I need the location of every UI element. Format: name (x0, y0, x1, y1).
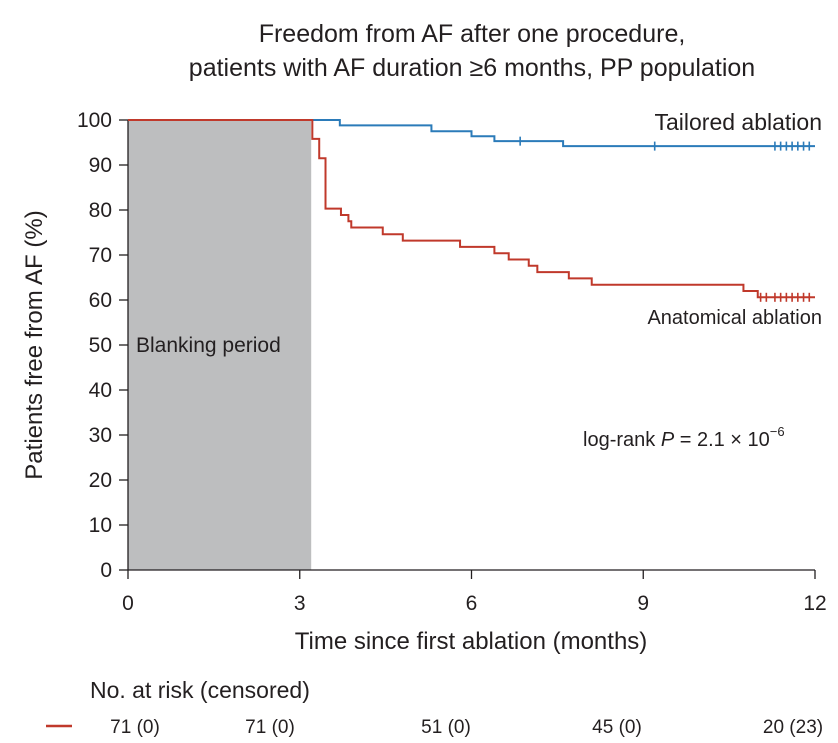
axes: 0 10 20 30 40 50 60 70 80 90 100 0 3 6 9 12 (77, 109, 827, 615)
annotation-exponent: −6 (770, 424, 785, 439)
y-tick-label: 40 (89, 379, 112, 402)
y-tick-label: 80 (89, 199, 112, 222)
x-tick-label: 9 (637, 592, 649, 615)
x-tick-label: 6 (466, 592, 478, 615)
y-tick-label: 100 (77, 109, 112, 132)
risk-value: 45 (0) (592, 717, 642, 738)
y-tick-label: 10 (89, 514, 112, 537)
x-tick-label: 0 (122, 592, 134, 615)
y-tick-label: 20 (89, 469, 112, 492)
annotation-p-symbol: P (661, 429, 675, 451)
y-axis-title: Patients free from AF (%) (21, 210, 48, 479)
risk-value: 51 (0) (421, 717, 471, 738)
x-axis-title: Time since first ablation (months) (295, 628, 648, 655)
y-tick-label: 70 (89, 244, 112, 267)
series-line-tailored-ablation (128, 119, 815, 148)
y-tick-label: 90 (89, 154, 112, 177)
y-tick-label: 60 (89, 289, 112, 312)
x-tick-label: 12 (803, 592, 826, 615)
series-label-tailored: Tailored ablation (654, 109, 822, 135)
risk-table-header: No. at risk (censored) (90, 677, 310, 703)
chart-title-line-2: patients with AF duration ≥6 months, PP … (189, 54, 755, 82)
annotation-value: = 2.1 × 10 (674, 429, 770, 451)
log-rank-annotation: log-rank P = 2.1 × 10−6 (583, 424, 785, 451)
series-label-anatomical: Anatomical ablation (647, 307, 822, 329)
y-tick-label: 30 (89, 424, 112, 447)
risk-value: 20 (23) (763, 717, 823, 738)
blanking-period-label: Blanking period (136, 334, 281, 357)
risk-value: 71 (0) (110, 717, 160, 738)
x-tick-label: 3 (294, 592, 306, 615)
chart-title-line-1: Freedom from AF after one procedure, (259, 20, 686, 48)
series-group (128, 119, 815, 302)
risk-value: 71 (0) (245, 717, 295, 738)
series-line-anatomical-ablation (128, 119, 815, 299)
risk-table-values: 71 (0) 71 (0) 51 (0) 45 (0) 20 (23) (110, 717, 823, 738)
annotation-prefix: log-rank (583, 429, 661, 451)
y-tick-label: 0 (100, 559, 112, 582)
y-tick-label: 50 (89, 334, 112, 357)
blanking-period-region (128, 120, 312, 570)
